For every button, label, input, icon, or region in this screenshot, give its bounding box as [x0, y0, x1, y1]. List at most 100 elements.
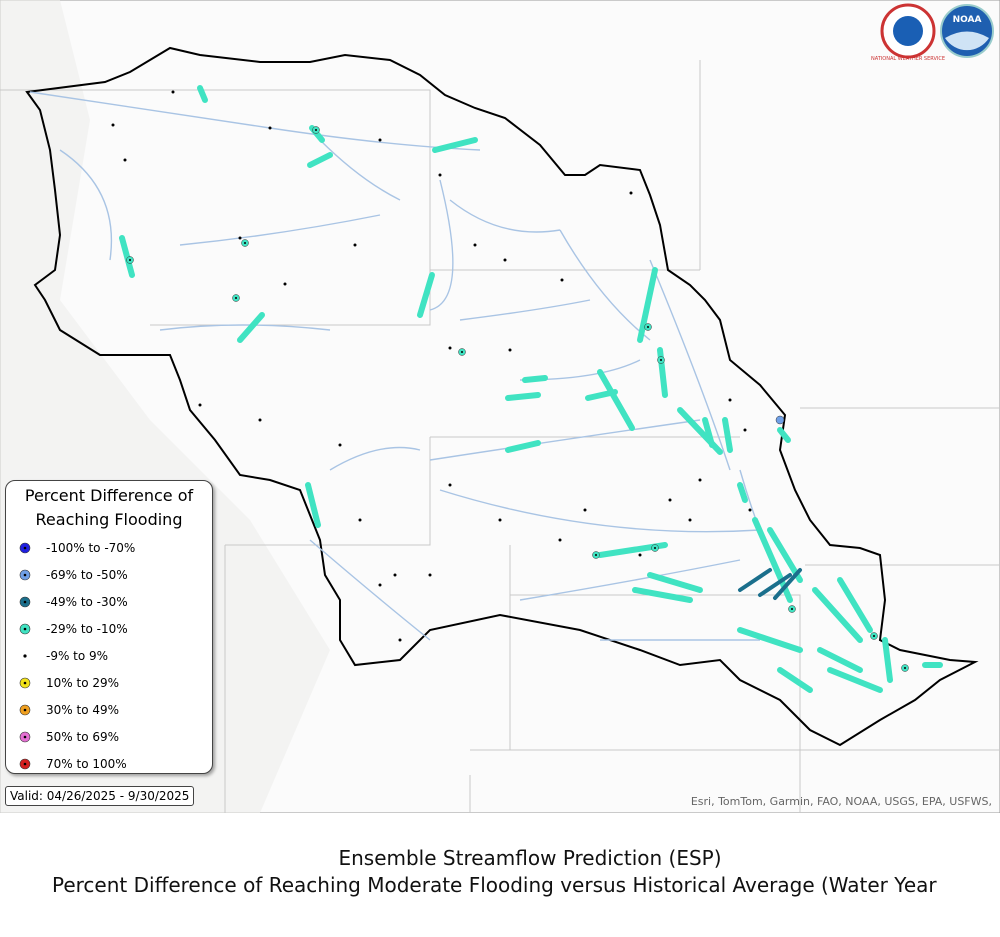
river [309, 539, 431, 641]
river [449, 199, 561, 233]
reach [505, 440, 541, 453]
legend-marker [19, 731, 31, 743]
gauge [698, 478, 702, 482]
legend-marker [19, 677, 31, 689]
gauge-center [791, 608, 793, 610]
gauge [558, 538, 562, 542]
reach [522, 375, 548, 383]
gauge [668, 498, 672, 502]
legend-marker [19, 623, 31, 635]
reach [505, 392, 541, 401]
legend-label: 30% to 49% [46, 703, 120, 717]
river [319, 139, 401, 201]
reach [197, 85, 208, 103]
reach [837, 577, 873, 633]
gauge-center [873, 635, 875, 637]
marker-dot [23, 654, 27, 658]
marker-center [23, 708, 27, 712]
gauge [508, 348, 512, 352]
gauge [358, 518, 362, 522]
legend-marker [19, 704, 31, 716]
reach [777, 667, 813, 693]
gauge [473, 243, 477, 247]
gauge-center [461, 351, 463, 353]
reach [777, 427, 791, 443]
reach [812, 587, 863, 643]
gauge [353, 243, 357, 247]
gauge [748, 508, 752, 512]
gauges [111, 90, 909, 672]
legend-label: 10% to 29% [46, 676, 120, 690]
legend-item: -69% to -50% [18, 568, 128, 582]
gauge [398, 638, 402, 642]
gauge-center [315, 129, 317, 131]
gauge [171, 90, 175, 94]
legend-label: -29% to -10% [46, 622, 128, 636]
marker-center [23, 600, 27, 604]
reach [307, 152, 333, 168]
gauge-ring [775, 415, 785, 425]
reach [432, 137, 478, 153]
reach [237, 312, 265, 343]
gauge-center [660, 359, 662, 361]
reach [817, 647, 863, 673]
gauge [198, 403, 202, 407]
legend-title: Percent Difference of Reaching Flooding [24, 486, 194, 529]
legend-label: -69% to -50% [46, 568, 128, 582]
gauge [688, 518, 692, 522]
gauge [560, 278, 564, 282]
river [429, 179, 454, 311]
legend: Percent Difference of Reaching Flooding … [5, 480, 213, 774]
legend-marker [23, 654, 27, 658]
gauge-center [647, 326, 649, 328]
legend-item: -9% to 9% [18, 649, 108, 663]
gauge-center [129, 259, 131, 261]
gauge [638, 553, 642, 557]
reach [305, 482, 321, 528]
reach-dark [738, 568, 802, 600]
caption-line1: Ensemble Streamflow Prediction (ESP) [338, 846, 722, 870]
gauge [743, 428, 747, 432]
marker-center [23, 546, 27, 550]
legend-label: -9% to 9% [46, 649, 109, 663]
marker-center [23, 762, 27, 766]
reach [632, 587, 693, 603]
gauge-center [244, 242, 246, 244]
legend-label: 70% to 100% [46, 757, 127, 771]
gauge-center [235, 297, 237, 299]
legend-item: 50% to 69% [18, 730, 119, 744]
gauge [378, 583, 382, 587]
noaa-text: NOAA [953, 15, 982, 25]
valid-dates: Valid: 04/26/2025 - 9/30/2025 [5, 786, 195, 806]
gauge [583, 508, 587, 512]
legend-item: -49% to -30% [18, 595, 128, 609]
marker-center [23, 627, 27, 631]
nws-logo: NATIONAL WEATHER SERVICE [871, 3, 945, 62]
gauge [378, 138, 382, 142]
legend-item: 30% to 49% [18, 703, 119, 717]
gauge [268, 126, 272, 130]
gauge [338, 443, 342, 447]
river [59, 149, 113, 261]
reach [647, 572, 703, 593]
legend-item: -100% to -70% [18, 541, 135, 555]
gauge [258, 418, 262, 422]
legend-marker [19, 569, 31, 581]
legend-marker [19, 596, 31, 608]
gauge [283, 282, 287, 286]
marker-center [23, 573, 27, 577]
reach [597, 369, 635, 431]
marker-center [23, 681, 27, 685]
gauge [111, 123, 115, 127]
gauge [629, 191, 633, 195]
reach [737, 627, 803, 653]
reaches [119, 85, 943, 693]
gauge [123, 158, 127, 162]
legend-label: 50% to 69% [46, 730, 120, 744]
caption-line2: Percent Difference of Reaching Moderate … [52, 873, 937, 897]
gauge [428, 573, 432, 577]
reach [827, 667, 883, 693]
nws-text: NATIONAL WEATHER SERVICE [871, 56, 945, 62]
gauge-center [904, 667, 906, 669]
